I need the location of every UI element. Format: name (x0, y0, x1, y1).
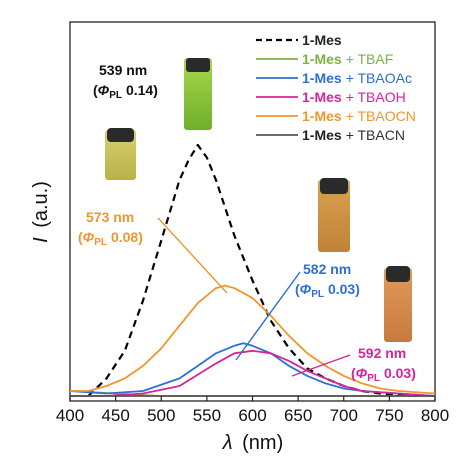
x-tick-label: 750 (375, 406, 403, 425)
vial-image-tbaoh (384, 266, 412, 342)
annotation-592: 592 nm (ΦPL 0.03) (351, 345, 416, 384)
x-tick-label: 550 (193, 406, 221, 425)
x-axis-title: λ (nm) (222, 432, 284, 454)
leader-line-573 (157, 217, 228, 294)
x-tick-label: 400 (56, 406, 84, 425)
legend-label-2: 1-Mes + TBAOAc (302, 70, 412, 86)
leader-line-582 (235, 271, 301, 361)
x-tick-label: 800 (421, 406, 449, 425)
x-tick-label: 650 (284, 406, 312, 425)
y-axis-symbol: I (30, 237, 52, 243)
annotation-573: 573 nm (ΦPL 0.08) (78, 209, 143, 248)
y-axis-unit: (a.u.) (30, 181, 52, 228)
legend: 1-Mes 1-Mes + TBAF 1-Mes + TBAOAc 1-Mes + TBAO… (256, 32, 416, 143)
x-tick-label: 600 (238, 406, 266, 425)
x-tick-label: 700 (330, 406, 358, 425)
series-line-3 (70, 349, 436, 397)
annotation-582: 582 nm (ΦPL 0.03) (295, 261, 360, 300)
x-axis-unit: (nm) (242, 432, 283, 454)
vial-image-1mes (184, 58, 212, 130)
legend-label-3: 1-Mes + TBAOH (302, 89, 406, 105)
annotation-573-peak: 573 nm (86, 209, 134, 225)
x-axis-symbol: λ (222, 432, 233, 454)
annotation-582-peak: 582 nm (303, 261, 351, 277)
vial-image-tbaocn (105, 128, 136, 180)
legend-label-0: 1-Mes (302, 32, 342, 48)
legend-label-4: 1-Mes + TBAOCN (302, 108, 416, 124)
annotation-592-peak: 592 nm (358, 345, 406, 361)
leader-line-592 (291, 354, 351, 377)
vial-image-tbaoac (318, 178, 350, 252)
legend-label-5: 1-Mes + TBACN (302, 127, 405, 143)
x-axis-ticks: 400 450 500 550 600 650 700 750 800 (56, 396, 449, 425)
series-line-4 (70, 284, 436, 395)
x-tick-label: 450 (101, 406, 129, 425)
y-axis-title: I (a.u.) (30, 181, 52, 243)
legend-label-1: 1-Mes + TBAF (302, 51, 393, 67)
series-line-2 (69, 342, 436, 397)
x-tick-label: 500 (147, 406, 175, 425)
annotation-539-peak: 539 nm (99, 62, 147, 78)
